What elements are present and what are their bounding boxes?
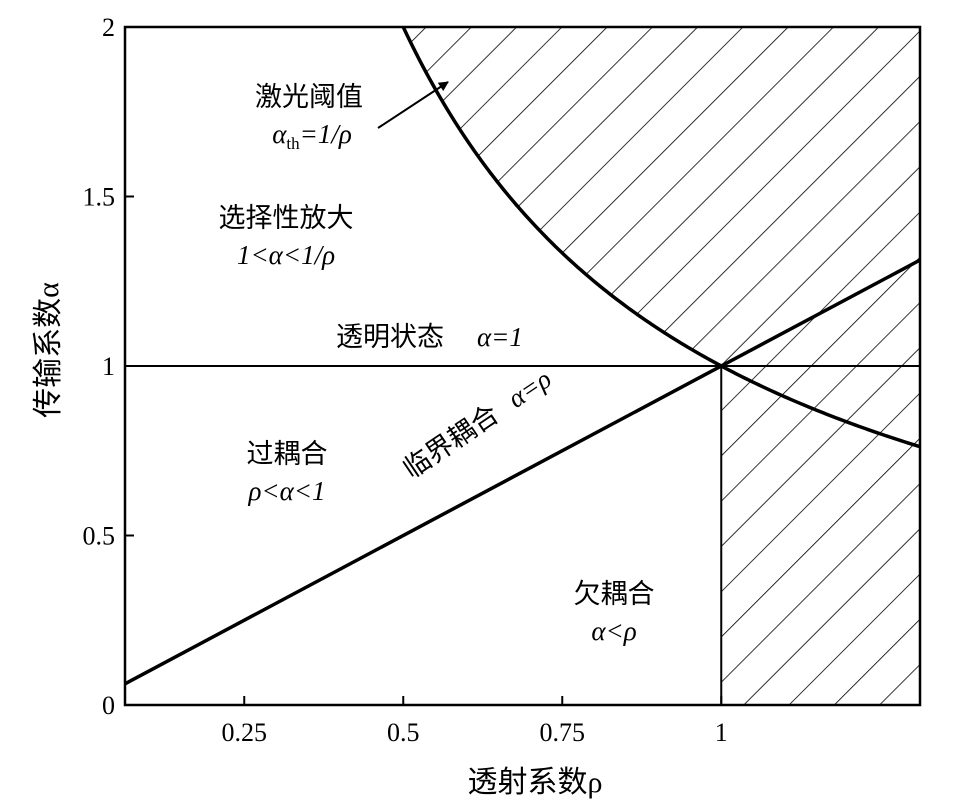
threshold-name-label: 激光阈值 — [255, 82, 363, 112]
y-tick-label: 1 — [102, 352, 115, 381]
x-tick-label: 0.25 — [222, 718, 268, 747]
transparent-state-equation: α=1 — [477, 322, 523, 352]
threshold-equation-label: αth=1/ρ — [272, 119, 352, 153]
selective-amplification-condition: 1<α<1/ρ — [237, 240, 335, 270]
hatched-region-rho-greater-than-one — [721, 366, 920, 705]
transparent-state-label: 透明状态 — [336, 322, 444, 352]
y-tick-label: 0 — [102, 691, 115, 720]
x-tick-label: 1 — [715, 718, 728, 747]
y-tick-label: 2 — [102, 13, 115, 42]
y-tick-label: 0.5 — [83, 522, 116, 551]
selective-amplification-label: 选择性放大 — [219, 203, 354, 233]
over-coupling-condition: ρ<α<1 — [247, 476, 325, 506]
x-axis-ticks: 0.25 0.5 0.75 1 — [222, 696, 728, 747]
y-axis-ticks: 0 0.5 1 1.5 2 — [83, 13, 134, 720]
threshold-arrow — [377, 81, 449, 129]
critical-coupling-label: 临界耦合 — [398, 399, 504, 484]
hatched-region-above-threshold — [403, 27, 920, 447]
under-coupling-condition: α<ρ — [591, 616, 636, 646]
x-axis-label: 透射系数ρ — [468, 766, 603, 799]
y-tick-label: 1.5 — [83, 183, 116, 212]
y-axis-label: 传输系数α — [32, 282, 65, 418]
threshold-curve — [401, 27, 920, 449]
over-coupling-label: 过耦合 — [247, 439, 328, 469]
x-tick-label: 0.75 — [540, 718, 586, 747]
x-tick-label: 0.5 — [387, 718, 420, 747]
under-coupling-label: 欠耦合 — [574, 579, 655, 609]
critical-coupling-line — [125, 258, 920, 686]
critical-coupling-equation: α=ρ — [502, 363, 556, 413]
